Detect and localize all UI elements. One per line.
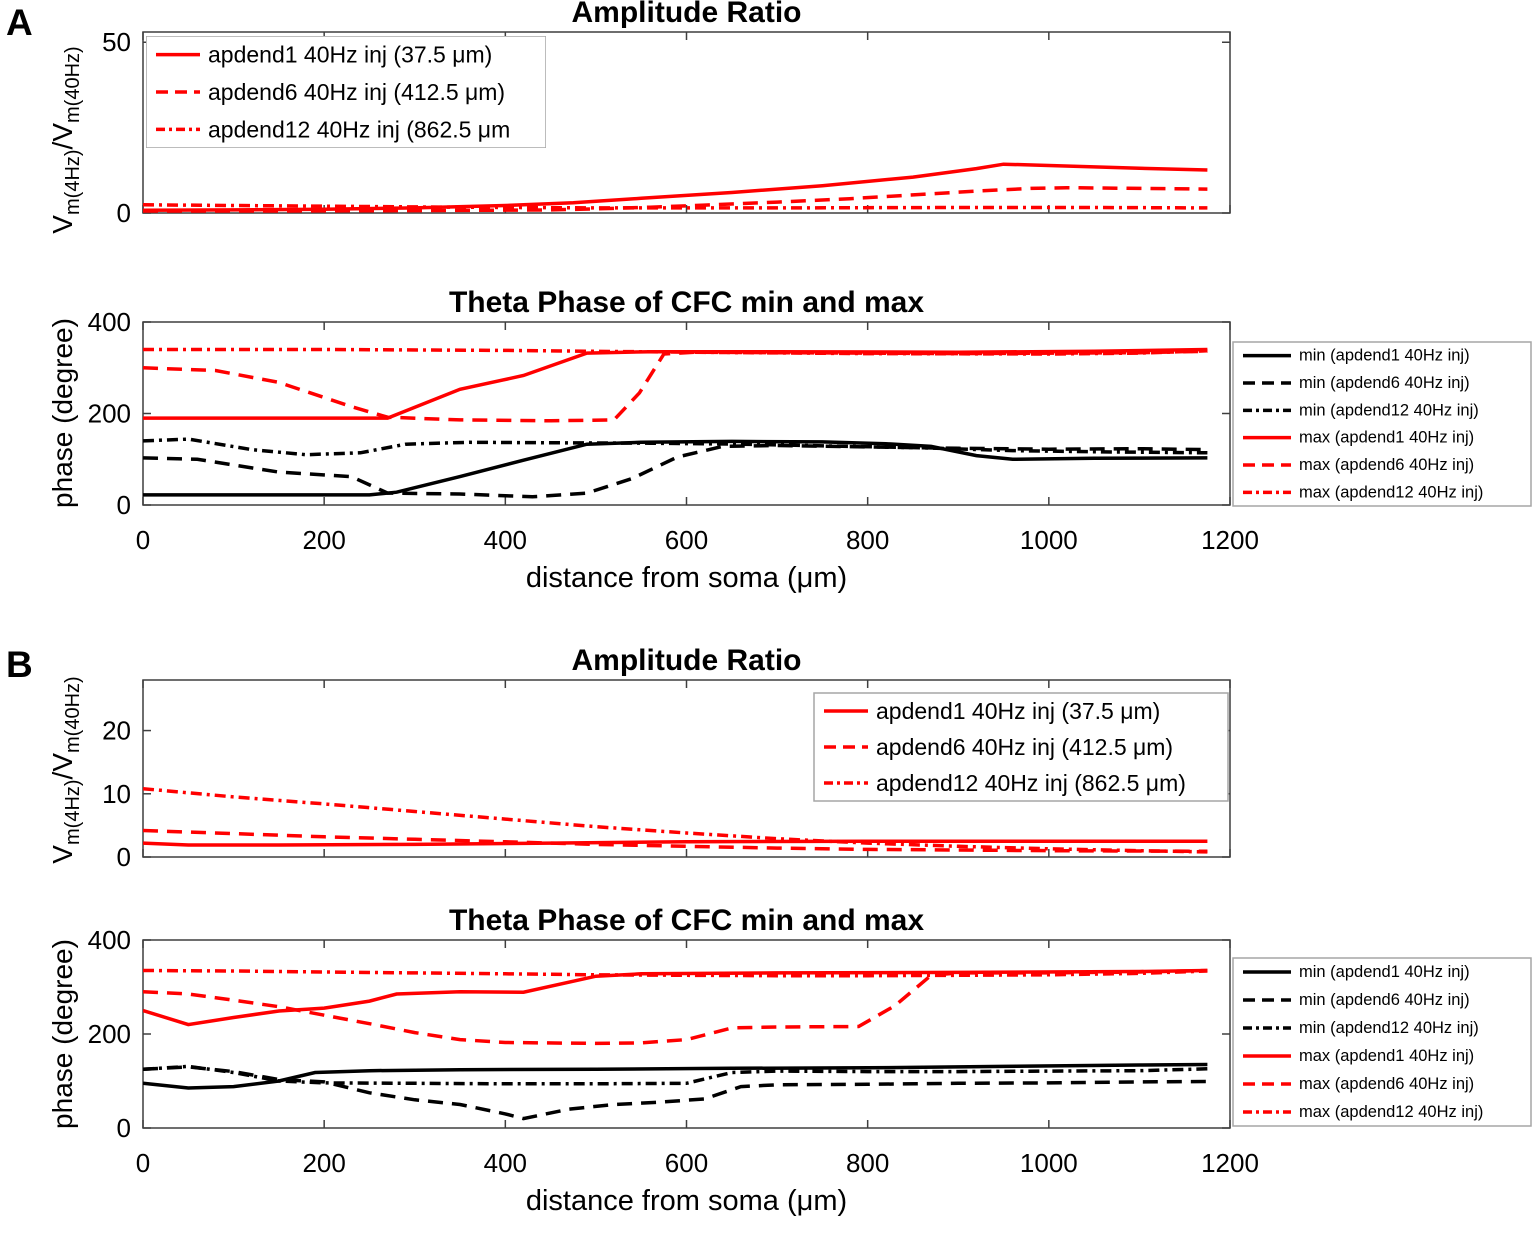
series-max-apdend1 xyxy=(143,347,1208,420)
x-axis-label: distance from soma (μm) xyxy=(526,1185,847,1217)
x-tick-label: 1200 xyxy=(1201,1148,1259,1178)
series-apdend1-40Hz-inj xyxy=(143,839,1208,847)
legend-entry-label: apdend1 40Hz inj (37.5 μm) xyxy=(208,42,492,68)
legend-a_phase: min (apdend1 40Hz inj) min (apdend6 40Hz … xyxy=(1232,341,1532,507)
y-axis-label: phase (degree) xyxy=(47,939,78,1129)
y-axis-label: Vm(4Hz)/Vm(40Hz) xyxy=(47,46,84,233)
series-apdend12-40Hz-inj xyxy=(143,786,1208,854)
panel-a-label: A xyxy=(6,2,33,43)
y-tick-label: 20 xyxy=(102,716,131,746)
legend-box xyxy=(813,692,1229,802)
legend-entry-label: apdend12 40Hz inj (862.5 μm) xyxy=(876,770,1186,796)
legend-b_phase: min (apdend1 40Hz inj) min (apdend6 40Hz … xyxy=(1232,957,1532,1127)
series-min-apdend1 xyxy=(143,439,1208,497)
y-tick-label: 0 xyxy=(117,1113,131,1143)
chart-a_phase: 0 200 400 600 800 1000 1200 0 200 400 Theta Phase … xyxy=(47,286,1532,594)
legend-entry-label: max (apdend6 40Hz inj) xyxy=(1299,1075,1474,1093)
x-axis-label: distance from soma (μm) xyxy=(526,562,847,594)
y-tick-label: 50 xyxy=(102,27,131,57)
x-tick-label: 1200 xyxy=(1201,525,1259,555)
chart-a_amp: 0 50 Amplitude Ratio Vm(4Hz)/Vm(40Hz) apdend… xyxy=(47,0,1231,234)
y-tick-label: 0 xyxy=(117,490,131,520)
x-tick-label: 600 xyxy=(665,1148,708,1178)
y-tick-label: 400 xyxy=(88,925,131,955)
chart-title: Amplitude Ratio xyxy=(572,0,802,29)
series-apdend6-40Hz-inj xyxy=(143,828,1208,854)
series-min-apdend12 xyxy=(143,1064,1208,1086)
legend-entry-label: min (apdend1 40Hz inj) xyxy=(1299,963,1470,981)
legend-entry-label: min (apdend6 40Hz inj) xyxy=(1299,374,1470,392)
x-tick-label: 1000 xyxy=(1020,525,1078,555)
y-tick-label: 10 xyxy=(102,779,131,809)
legend-entry-label: max (apdend12 40Hz inj) xyxy=(1299,1103,1483,1121)
series-max-apdend12 xyxy=(143,347,1208,356)
legend-entry-label: max (apdend12 40Hz inj) xyxy=(1299,483,1483,501)
legend-entry-label: max (apdend1 40Hz inj) xyxy=(1299,429,1474,447)
x-tick-label: 600 xyxy=(665,525,708,555)
x-tick-label: 200 xyxy=(302,1148,345,1178)
legend-a_amp: apdend1 40Hz inj (37.5 μm) apdend6 40Hz i… xyxy=(146,36,546,148)
y-tick-label: 400 xyxy=(88,307,131,337)
legend-entry-label: min (apdend12 40Hz inj) xyxy=(1299,401,1479,419)
legend-b_amp: apdend1 40Hz inj (37.5 μm) apdend6 40Hz i… xyxy=(813,692,1229,802)
chart-title: Amplitude Ratio xyxy=(572,644,802,677)
x-tick-label: 0 xyxy=(136,1148,150,1178)
y-axis-label: phase (degree) xyxy=(47,318,78,508)
chart-title: Theta Phase of CFC min and max xyxy=(449,286,924,319)
series-apdend6-40Hz-inj xyxy=(143,185,1208,213)
x-tick-label: 0 xyxy=(136,525,150,555)
plot-frame xyxy=(142,321,1231,506)
chart-b_phase: 0 200 400 600 800 1000 1200 0 200 400 Theta Phase … xyxy=(47,904,1532,1217)
x-tick-label: 400 xyxy=(484,525,527,555)
legend-entry-label: max (apdend6 40Hz inj) xyxy=(1299,456,1474,474)
chart-b_amp: 0 10 20 Amplitude Ratio Vm(4Hz)/Vm(40Hz) apde… xyxy=(47,644,1231,872)
legend-entry-label: min (apdend1 40Hz inj) xyxy=(1299,347,1470,365)
x-tick-label: 800 xyxy=(846,525,889,555)
series-max-apdend12 xyxy=(143,968,1208,978)
x-tick-label: 400 xyxy=(484,1148,527,1178)
x-tick-label: 1000 xyxy=(1020,1148,1078,1178)
plot-frame xyxy=(142,939,1231,1129)
series-min-apdend12 xyxy=(143,437,1208,457)
series-min-apdend1 xyxy=(143,1062,1208,1090)
series-max-apdend6 xyxy=(143,968,1208,1046)
y-tick-label: 0 xyxy=(117,198,131,228)
chart-title: Theta Phase of CFC min and max xyxy=(449,904,924,937)
series-apdend1-40Hz-inj xyxy=(143,162,1208,213)
panel-b-label: B xyxy=(6,644,33,685)
series-max-apdend6 xyxy=(143,349,1208,423)
legend-entry-label: max (apdend1 40Hz inj) xyxy=(1299,1047,1474,1065)
y-tick-label: 200 xyxy=(88,399,131,429)
x-tick-label: 800 xyxy=(846,1148,889,1178)
legend-box xyxy=(146,36,546,148)
legend-entry-label: apdend12 40Hz inj (862.5 μm xyxy=(208,116,510,142)
legend-entry-label: apdend6 40Hz inj (412.5 μm) xyxy=(208,79,505,105)
y-tick-label: 0 xyxy=(117,842,131,872)
y-axis-label: Vm(4Hz)/Vm(40Hz) xyxy=(47,676,84,863)
legend-entry-label: min (apdend6 40Hz inj) xyxy=(1299,991,1470,1009)
legend-entry-label: min (apdend12 40Hz inj) xyxy=(1299,1019,1479,1037)
legend-entry-label: apdend1 40Hz inj (37.5 μm) xyxy=(876,698,1160,724)
x-tick-label: 200 xyxy=(302,525,345,555)
series-max-apdend1 xyxy=(143,968,1208,1027)
legend-box xyxy=(1232,957,1532,1127)
legend-entry-label: apdend6 40Hz inj (412.5 μm) xyxy=(876,734,1173,760)
y-tick-label: 200 xyxy=(88,1019,131,1049)
legend-box xyxy=(1232,341,1532,507)
